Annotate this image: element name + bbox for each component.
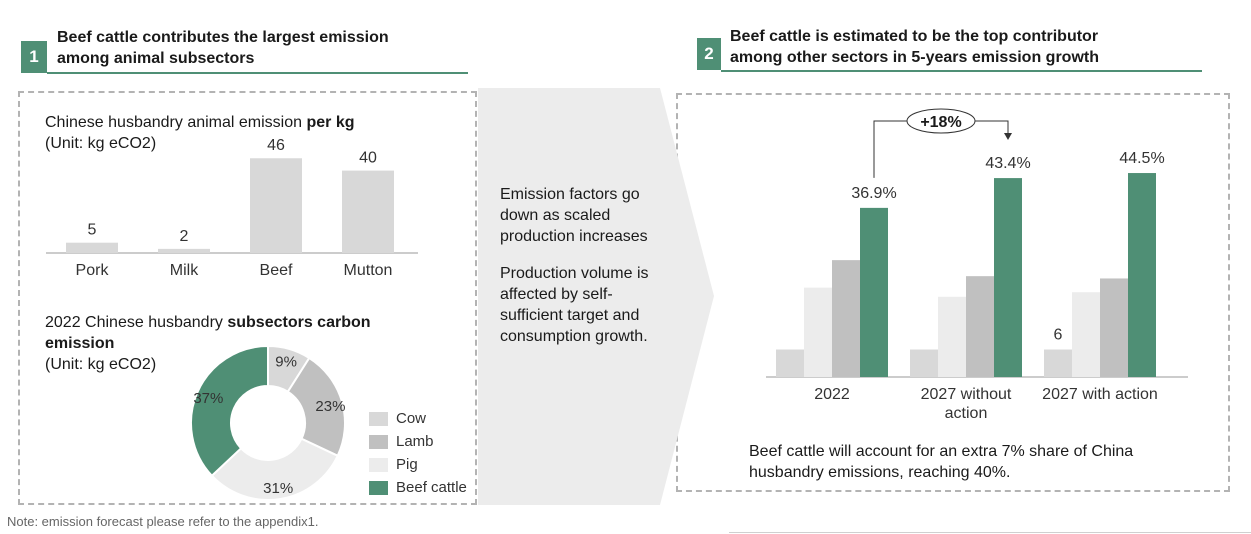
- chart2-slice-label: 31%: [263, 480, 293, 497]
- chart1-bar: [250, 158, 302, 253]
- chart2-title-bold: subsectors carbon: [227, 314, 371, 331]
- chart3-bar-chart: 36.9% 43.4% 44.5% 6 2022 2027 without action 20…: [766, 108, 1188, 422]
- chart3-annotation-ellipse: [906, 108, 976, 134]
- section-1-number: 1: [21, 41, 47, 73]
- bottom-rule: [729, 532, 1251, 533]
- chart3-bar: [966, 276, 994, 377]
- chart2-donut-chart: 9% 23% 31% 37%: [190, 344, 346, 501]
- chart3-bar: [832, 260, 860, 377]
- chart3-data-label: 6: [1054, 327, 1063, 344]
- middle-para-1-line: Emission factors go: [500, 186, 640, 203]
- chart1-title-prefix: Chinese husbandry animal emission: [45, 114, 307, 131]
- section-1-rule: [47, 72, 468, 74]
- chart3-bar: [1100, 278, 1128, 377]
- chart2-legend-label: Lamb: [396, 433, 434, 450]
- middle-para-1: Emission factors go down as scaled produ…: [500, 184, 690, 247]
- chart3-data-label: 44.5%: [1119, 150, 1164, 167]
- chart3-data-label: 36.9%: [851, 185, 896, 202]
- chart2-slice-label: 9%: [275, 354, 297, 371]
- chart3-bar: [1072, 292, 1100, 377]
- chart1-bar: [342, 170, 394, 253]
- chart3-category-label: 2022: [814, 386, 850, 403]
- middle-para-2: Production volume is affected by self- s…: [500, 263, 690, 347]
- chart2-legend-label: Beef cattle: [396, 479, 467, 496]
- middle-para-2-line: consumption growth.: [500, 328, 648, 345]
- chart1-category-label: Milk: [170, 262, 199, 279]
- chart3-note-line: husbandry emissions, reaching 40%.: [749, 464, 1011, 481]
- chart3-bar: [804, 287, 832, 377]
- footnote: Note: emission forecast please refer to …: [7, 514, 319, 529]
- chart2-title: 2022 Chinese husbandry subsectors carbon: [45, 312, 465, 333]
- chart1-data-label: 40: [359, 150, 377, 167]
- middle-para-2-line: sufficient target and: [500, 307, 640, 324]
- chart2-heading: 2022 Chinese husbandry subsectors carbon…: [45, 312, 465, 375]
- chart1-category-label: Mutton: [344, 262, 393, 279]
- chart1-category-label: Pork: [76, 262, 110, 279]
- section-2-number: 2: [697, 38, 721, 70]
- chart2-legend-item: Pig: [369, 456, 418, 473]
- chart2-legend-item: Beef cattle: [369, 479, 467, 496]
- middle-para-1-line: production increases: [500, 228, 648, 245]
- chart3-bar: [776, 349, 804, 377]
- chart1-category-label: Beef: [260, 262, 293, 279]
- chart3-bar: [860, 207, 888, 377]
- chart2-legend-label: Pig: [396, 456, 418, 473]
- chart2-legend-swatch: [369, 434, 388, 449]
- chart2-slice: [190, 344, 269, 478]
- chart3-annotation-label: +18%: [920, 114, 961, 131]
- chart1-title-bold: per kg: [306, 114, 355, 131]
- chart1-data-label: 46: [267, 137, 285, 154]
- chart1-heading: Chinese husbandry animal emission per kg…: [45, 112, 465, 154]
- chart3-bar: [1044, 349, 1072, 377]
- chart2-slice-label: 37%: [193, 390, 223, 407]
- section-2-title-line2: among other sectors in 5-years emission …: [730, 49, 1099, 66]
- chart3-bar: [994, 178, 1022, 377]
- chart2-legend-swatch: [369, 480, 388, 495]
- chart3-bar: [938, 296, 966, 377]
- chart3-category-label: 2027 with action: [1042, 386, 1158, 403]
- chart2-legend-swatch: [369, 411, 388, 426]
- chart1-bar: [158, 248, 210, 253]
- chart2-slice: [286, 356, 346, 458]
- chart3-annotation-arrowhead: [1004, 133, 1012, 140]
- chart2-title-line2: emission: [45, 335, 115, 352]
- middle-para-1-line: down as scaled: [500, 207, 611, 224]
- middle-para-2-line: affected by self-: [500, 286, 613, 303]
- section-1-title-line1: Beef cattle contributes the largest emis…: [57, 29, 389, 46]
- chart3-bar: [910, 349, 938, 377]
- chart2-title-prefix: 2022 Chinese husbandry: [45, 314, 228, 331]
- chart2-slice: [210, 437, 340, 501]
- chart3-bar: [1128, 173, 1156, 377]
- chart1-data-label: 5: [88, 222, 97, 239]
- chart2-unit: (Unit: kg eCO2): [45, 356, 157, 373]
- left-panel: [18, 91, 477, 505]
- section-2-rule: [721, 70, 1202, 72]
- chart1-data-label: 2: [180, 228, 189, 245]
- chevron-shape: [478, 88, 714, 505]
- chart1-bar: [66, 242, 118, 253]
- section-2-title-line1: Beef cattle is estimated to be the top c…: [730, 28, 1099, 45]
- chart1-unit: (Unit: kg eCO2): [45, 135, 157, 152]
- chart2-slice-label: 23%: [315, 398, 345, 415]
- section-1-title: Beef cattle contributes the largest emis…: [57, 27, 477, 69]
- chart3-data-label: 43.4%: [985, 155, 1030, 172]
- middle-text: Emission factors go down as scaled produ…: [500, 184, 690, 347]
- chart3-note-line: Beef cattle will account for an extra 7%…: [749, 443, 1134, 460]
- chart2-legend-item: Cow: [369, 410, 426, 427]
- middle-chevron-arrow: [478, 88, 714, 505]
- chart3-category-label: action: [945, 405, 988, 422]
- chart1-bar-chart: 5 Pork 2 Milk 46 Beef 40 Mutton: [46, 137, 418, 279]
- chart3-category-label: 2027 without: [921, 386, 1012, 403]
- section-1-title-line2: among animal subsectors: [57, 50, 255, 67]
- chart2-legend-swatch: [369, 457, 388, 472]
- chart2-legend-item: Lamb: [369, 433, 434, 450]
- chart3-note: Beef cattle will account for an extra 7%…: [749, 441, 1219, 483]
- chart1-title: Chinese husbandry animal emission per kg: [45, 112, 465, 133]
- chart2-legend-label: Cow: [396, 410, 427, 427]
- section-2-title: Beef cattle is estimated to be the top c…: [730, 26, 1230, 68]
- middle-para-2-line: Production volume is: [500, 265, 649, 282]
